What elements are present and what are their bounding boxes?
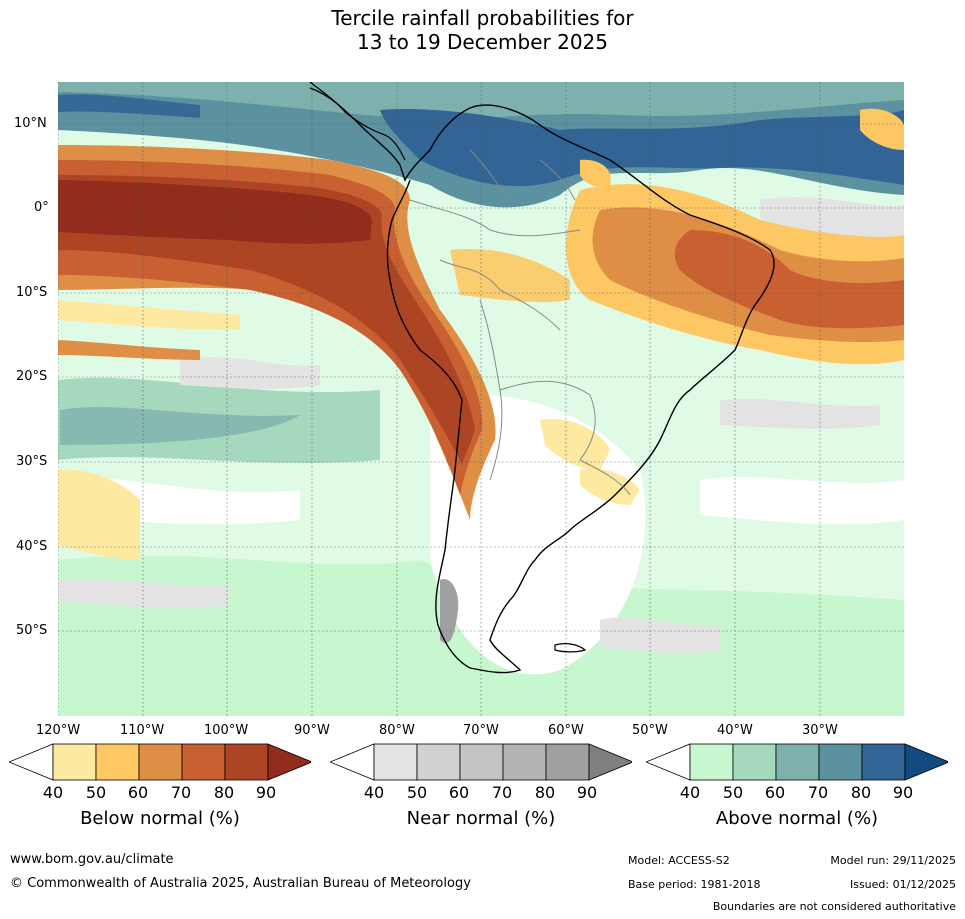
colorbar-tick: 60 bbox=[448, 783, 470, 802]
footer-issued: Issued: 01/12/2025 bbox=[849, 878, 956, 891]
lat-label: 10°N bbox=[14, 116, 47, 131]
colorbar-segment bbox=[52, 743, 97, 781]
colorbar-segment bbox=[416, 743, 461, 781]
colorbar-tick: 80 bbox=[850, 783, 872, 802]
footer-copyright: © Commonwealth of Australia 2025, Austra… bbox=[10, 876, 471, 891]
footer-model-run: Model run: 29/11/2025 bbox=[830, 854, 956, 867]
colorbar-tick: 70 bbox=[170, 783, 192, 802]
probability-field bbox=[58, 82, 904, 716]
colorbar-tick: 70 bbox=[807, 783, 829, 802]
country-borders bbox=[409, 149, 631, 496]
colorbar-segment bbox=[224, 743, 269, 781]
lat-label: 30°S bbox=[16, 454, 48, 469]
colorbar-extend-high bbox=[588, 743, 632, 781]
colorbar-segment bbox=[732, 743, 777, 781]
colorbar-extend-high bbox=[267, 743, 311, 781]
colorbar-tick: 60 bbox=[764, 783, 786, 802]
lon-label: 90°W bbox=[294, 723, 330, 738]
footer-model: Model: ACCESS-S2 bbox=[628, 854, 730, 867]
footer-boundaries-note: Boundaries are not considered authoritat… bbox=[712, 900, 956, 913]
colorbar-extend-high bbox=[904, 743, 948, 781]
graticule bbox=[58, 82, 904, 716]
colorbar-segment bbox=[373, 743, 418, 781]
colorbar-extend-low bbox=[330, 743, 375, 781]
lat-label: 0° bbox=[34, 200, 49, 215]
colorbar-segment bbox=[138, 743, 183, 781]
colorbar-near-normal bbox=[330, 743, 632, 781]
lon-label: 70°W bbox=[463, 723, 499, 738]
lon-label: 110°W bbox=[120, 723, 165, 738]
lon-label: 40°W bbox=[717, 723, 753, 738]
colorbar-tick: 50 bbox=[722, 783, 744, 802]
colorbar-segment bbox=[818, 743, 863, 781]
colorbar-extend-low bbox=[646, 743, 691, 781]
colorbar-below-normal bbox=[9, 743, 311, 781]
colorbar-tick: 80 bbox=[213, 783, 235, 802]
south-america-coastline bbox=[309, 87, 775, 674]
colorbar-tick: 70 bbox=[491, 783, 513, 802]
lon-label: 60°W bbox=[548, 723, 584, 738]
footer-url[interactable]: www.bom.gov.au/climate bbox=[10, 852, 174, 867]
colorbar-segment bbox=[95, 743, 140, 781]
colorbar-tick: 80 bbox=[534, 783, 556, 802]
title-line-1: Tercile rainfall probabilities for bbox=[331, 6, 634, 30]
lat-label: 10°S bbox=[16, 285, 48, 300]
lon-label: 100°W bbox=[204, 723, 249, 738]
colorbar-segment bbox=[181, 743, 226, 781]
colorbar-extend-low bbox=[9, 743, 54, 781]
colorbar-tick: 60 bbox=[127, 783, 149, 802]
colorbar-segment bbox=[545, 743, 590, 781]
colorbar-tick: 40 bbox=[363, 783, 385, 802]
lon-label: 50°W bbox=[632, 723, 668, 738]
lon-label: 120°W bbox=[36, 723, 81, 738]
central-america-coastline bbox=[309, 82, 406, 161]
lat-label: 20°S bbox=[16, 369, 48, 384]
colorbar-tick: 90 bbox=[892, 783, 914, 802]
colorbar-above-normal bbox=[646, 743, 948, 781]
colorbar-segment bbox=[502, 743, 547, 781]
title-line-2: 13 to 19 December 2025 bbox=[356, 30, 608, 54]
colorbar-tick: 40 bbox=[42, 783, 64, 802]
colorbar-segment bbox=[775, 743, 820, 781]
lat-label: 50°S bbox=[16, 623, 48, 638]
colorbar-title-below: Below normal (%) bbox=[80, 808, 240, 829]
colorbar-title-above: Above normal (%) bbox=[715, 808, 879, 829]
falkland-islands bbox=[554, 643, 587, 653]
colorbar-segment bbox=[459, 743, 504, 781]
colorbar-tick: 40 bbox=[679, 783, 701, 802]
footer-base-period: Base period: 1981-2018 bbox=[628, 878, 761, 891]
lon-label: 30°W bbox=[802, 723, 838, 738]
lat-label: 40°S bbox=[16, 539, 48, 554]
lon-label: 80°W bbox=[379, 723, 415, 738]
colorbar-tick: 50 bbox=[85, 783, 107, 802]
colorbar-segment bbox=[861, 743, 906, 781]
colorbar-tick: 90 bbox=[255, 783, 277, 802]
colorbar-tick: 50 bbox=[406, 783, 428, 802]
colorbar-title-near: Near normal (%) bbox=[406, 808, 556, 829]
colorbar-tick: 90 bbox=[576, 783, 598, 802]
colorbar-segment bbox=[689, 743, 734, 781]
